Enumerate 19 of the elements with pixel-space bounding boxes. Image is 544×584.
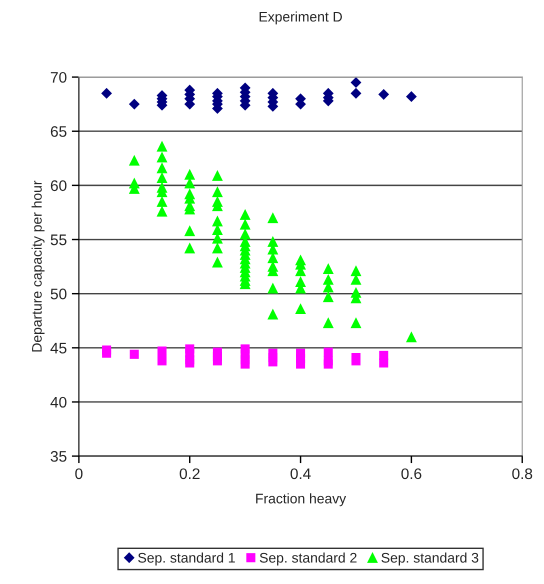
- x-tick-label: 0.6: [401, 468, 422, 480]
- y-tick-label: 55: [50, 234, 66, 246]
- legend-label: Sep. standard 3: [381, 552, 478, 566]
- y-tick-label: 60: [50, 180, 66, 192]
- legend-label: Sep. standard 1: [138, 552, 235, 566]
- legend-label: Sep. standard 2: [260, 552, 357, 566]
- y-tick-label: 35: [50, 450, 66, 462]
- y-tick-label: 45: [50, 342, 66, 354]
- x-tick-label: 0.4: [290, 468, 311, 480]
- y-tick-label: 50: [50, 288, 66, 300]
- chart-title: Experiment D: [260, 11, 342, 24]
- y-tick-label: 70: [50, 72, 66, 83]
- x-tick-label: 0: [75, 468, 83, 480]
- x-tick-label: 0.8: [512, 468, 532, 480]
- x-tick-label: 0.2: [180, 468, 200, 480]
- y-tick-label: 65: [50, 126, 66, 137]
- x-axis-title: Fraction heavy: [256, 493, 346, 506]
- y-tick-label: 40: [50, 396, 66, 408]
- y-axis-title: Departure capacity per hour: [32, 180, 45, 352]
